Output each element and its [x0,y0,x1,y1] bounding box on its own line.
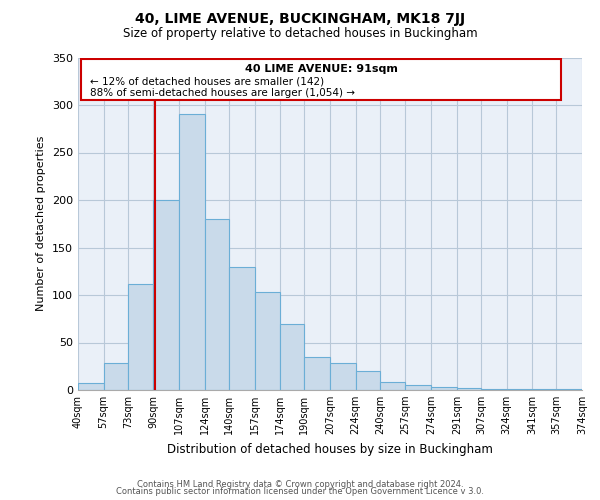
Bar [104,364,128,390]
Bar [481,389,506,390]
Text: ← 12% of detached houses are smaller (142): ← 12% of detached houses are smaller (14… [90,76,324,86]
Bar [229,266,254,390]
Text: Size of property relative to detached houses in Buckingham: Size of property relative to detached ho… [122,28,478,40]
Bar [304,357,330,390]
Bar [330,364,356,390]
Text: 40, LIME AVENUE, BUCKINGHAM, MK18 7JJ: 40, LIME AVENUE, BUCKINGHAM, MK18 7JJ [135,12,465,26]
Text: Contains public sector information licensed under the Open Government Licence v : Contains public sector information licen… [116,488,484,496]
Bar [506,389,532,390]
Bar [356,371,380,390]
Bar [128,284,154,390]
Bar [205,219,229,390]
Text: Contains HM Land Registry data © Crown copyright and database right 2024.: Contains HM Land Registry data © Crown c… [137,480,463,489]
Bar [154,200,179,390]
Bar [254,292,280,390]
Text: 40 LIME AVENUE: 91sqm: 40 LIME AVENUE: 91sqm [245,64,397,74]
Bar [406,385,431,390]
Bar [81,60,561,100]
Bar [457,388,481,390]
Text: 88% of semi-detached houses are larger (1,054) →: 88% of semi-detached houses are larger (… [90,88,355,98]
Bar [431,387,457,390]
Bar [532,389,556,390]
Bar [556,389,582,390]
Bar [78,384,104,390]
Bar [179,114,205,390]
X-axis label: Distribution of detached houses by size in Buckingham: Distribution of detached houses by size … [167,442,493,456]
Y-axis label: Number of detached properties: Number of detached properties [37,136,46,312]
Bar [280,324,304,390]
Bar [380,382,406,390]
